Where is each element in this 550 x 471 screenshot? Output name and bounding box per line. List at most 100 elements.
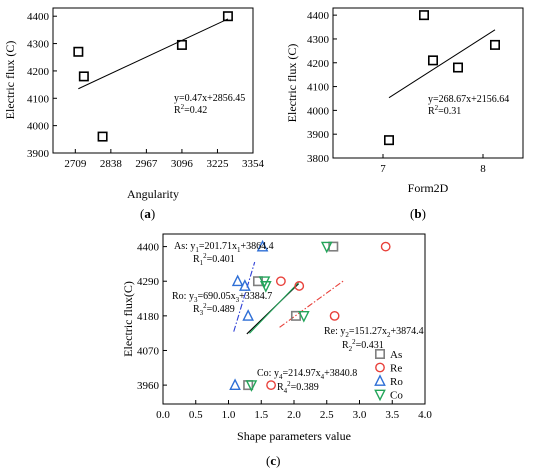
panel-b-ytick-label: 3900 bbox=[307, 129, 330, 141]
panel-a-xtick-label: 3354 bbox=[242, 158, 265, 170]
panel-a-xtick-label: 2967 bbox=[135, 158, 158, 170]
panel-b-ytick-label: 4300 bbox=[307, 34, 330, 46]
panel-a-r2: R2=0.42 bbox=[174, 103, 207, 116]
panel-a-ytick-label: 4000 bbox=[27, 121, 50, 133]
eq-ro-const: +3384.7 bbox=[239, 291, 272, 302]
panel-b-xlabel: Form2D bbox=[408, 181, 449, 195]
panel-a-point bbox=[97, 131, 108, 142]
eq-co-y: y bbox=[274, 368, 279, 379]
r2-ro-sup: 2 bbox=[203, 302, 207, 310]
panel-a-ytick-label: 4100 bbox=[27, 93, 50, 105]
panel-c-label-open: ( bbox=[266, 453, 270, 468]
panel-a-ytick-label: 4200 bbox=[27, 66, 50, 78]
panel-b-r2-prefix: R bbox=[428, 106, 435, 117]
r2-re-value: =0.431 bbox=[356, 340, 384, 351]
panel-a-ytick-label: 4400 bbox=[27, 11, 50, 23]
panel-c-xtick-label: 3.0 bbox=[353, 409, 367, 421]
panel-a-r2-value: =0.42 bbox=[184, 105, 207, 116]
point-co bbox=[297, 310, 310, 323]
panel-b-ytick-label: 3800 bbox=[307, 153, 330, 165]
eq-re-x-sub: 2 bbox=[387, 331, 391, 339]
point-ro bbox=[229, 378, 241, 391]
point-ro bbox=[256, 239, 269, 252]
r2-co-prefix: R bbox=[277, 382, 284, 393]
panel-c-r2-ro: R32=0.489 bbox=[193, 302, 235, 317]
legend-label-as: As bbox=[390, 349, 402, 361]
legend-marker-co bbox=[374, 389, 386, 402]
eq-ro-y: y bbox=[189, 291, 194, 302]
point-re bbox=[380, 241, 391, 252]
legend-marker-re bbox=[375, 362, 385, 373]
panel-a-xtick-label: 2838 bbox=[100, 158, 123, 170]
r2-ro-prefix: R bbox=[193, 304, 200, 315]
panel-b-ytick-label: 4100 bbox=[307, 82, 330, 94]
panel-c-ytick-label: 3960 bbox=[137, 380, 160, 392]
panel-b-point bbox=[489, 39, 500, 50]
eq-co-prefix: Co: bbox=[257, 368, 274, 379]
legend-marker-ro bbox=[374, 374, 386, 386]
panel-c-label-close: ) bbox=[276, 453, 280, 468]
panel-b-r2: R2=0.31 bbox=[428, 104, 461, 117]
panel-c-eq-ro: Ro: y3=690.05x3+3384.7 bbox=[172, 291, 272, 304]
panel-b-point bbox=[383, 135, 394, 146]
point-ro bbox=[239, 279, 251, 291]
eq-as-x-sub: 1 bbox=[237, 246, 241, 254]
panel-a-label-close: ) bbox=[151, 206, 155, 221]
panel-a: 2709 2838 2967 3096 3225 3354 3900 4000 4100 4200… bbox=[3, 7, 265, 221]
panel-b-xtick-label: 8 bbox=[480, 163, 486, 175]
panel-c-xtick-label: 1.5 bbox=[254, 409, 268, 421]
panel-a-point bbox=[78, 71, 89, 82]
panel-c-xtick-label: 0.5 bbox=[189, 409, 203, 421]
panel-b-label-letter: b bbox=[414, 206, 421, 221]
panel-c-label-letter: c bbox=[270, 453, 276, 468]
eq-co-rhs: =214.97x bbox=[282, 368, 320, 379]
eq-re-prefix: Re: bbox=[324, 326, 340, 337]
eq-ro-prefix: Ro: bbox=[172, 291, 189, 302]
panel-a-point bbox=[222, 11, 233, 22]
eq-re-rhs: =151.27x bbox=[349, 326, 387, 337]
point-re bbox=[275, 276, 286, 287]
eq-re-const: +3874.4 bbox=[391, 326, 424, 337]
panel-a-r2-sup: 2 bbox=[181, 103, 185, 111]
panel-b-ylabel: Electric flux (C) bbox=[285, 44, 299, 123]
panel-b-xtick-label: 7 bbox=[380, 163, 386, 175]
r2-co-value: =0.389 bbox=[291, 382, 319, 393]
legend-marker-as bbox=[374, 348, 385, 359]
fit-line-co bbox=[249, 282, 299, 334]
panel-a-xtick-label: 3225 bbox=[206, 158, 229, 170]
panel-c-r2-re: R22=0.431 bbox=[342, 338, 384, 353]
panel-a-xtick-label: 3096 bbox=[171, 158, 194, 170]
panel-b-point bbox=[418, 10, 429, 21]
panel-b-r2-sup: 2 bbox=[435, 104, 439, 112]
panel-b-r2-value: =0.31 bbox=[438, 106, 461, 117]
r2-co-sub: 4 bbox=[284, 387, 288, 395]
panel-a-ytick-label: 4300 bbox=[27, 39, 50, 51]
panel-c-eq-as: As: y1=201.71x1+3864.4 bbox=[174, 241, 274, 254]
panel-c-r2-co: R42=0.389 bbox=[277, 380, 319, 395]
panel-c-eq-re: Re: y2=151.27x2+3874.4 bbox=[324, 326, 424, 339]
panel-c-xtick-label: 3.5 bbox=[385, 409, 399, 421]
panel-c-xtick-label: 1.0 bbox=[222, 409, 236, 421]
r2-as-sub: 1 bbox=[200, 259, 204, 267]
panel-b-label: (b) bbox=[410, 206, 426, 221]
panel-c-r2-as: R12=0.401 bbox=[193, 252, 235, 267]
point-co bbox=[245, 380, 258, 392]
panel-b-plot-frame bbox=[332, 7, 524, 159]
panel-a-equation: y=0.47x+2856.45 bbox=[174, 93, 245, 104]
eq-ro-x-sub: 3 bbox=[236, 296, 240, 304]
fit-line-ro bbox=[233, 261, 256, 332]
panel-b-ytick-label: 4400 bbox=[307, 10, 330, 22]
r2-co-sup: 2 bbox=[287, 380, 291, 388]
panel-b-label-close: ) bbox=[422, 206, 426, 221]
panel-a-label-open: ( bbox=[140, 206, 144, 221]
r2-as-value: =0.401 bbox=[207, 254, 235, 265]
r2-as-sup: 2 bbox=[203, 252, 207, 260]
point-co bbox=[260, 281, 272, 293]
point-re bbox=[266, 380, 276, 391]
eq-co-y-sub: 4 bbox=[279, 373, 283, 381]
fit-line-re bbox=[279, 280, 344, 328]
panel-c-ytick-label: 4070 bbox=[137, 345, 160, 357]
eq-ro-rhs: =690.05x bbox=[197, 291, 235, 302]
panel-b-fit-line bbox=[388, 29, 496, 99]
panel-a-plot-frame bbox=[52, 7, 254, 154]
